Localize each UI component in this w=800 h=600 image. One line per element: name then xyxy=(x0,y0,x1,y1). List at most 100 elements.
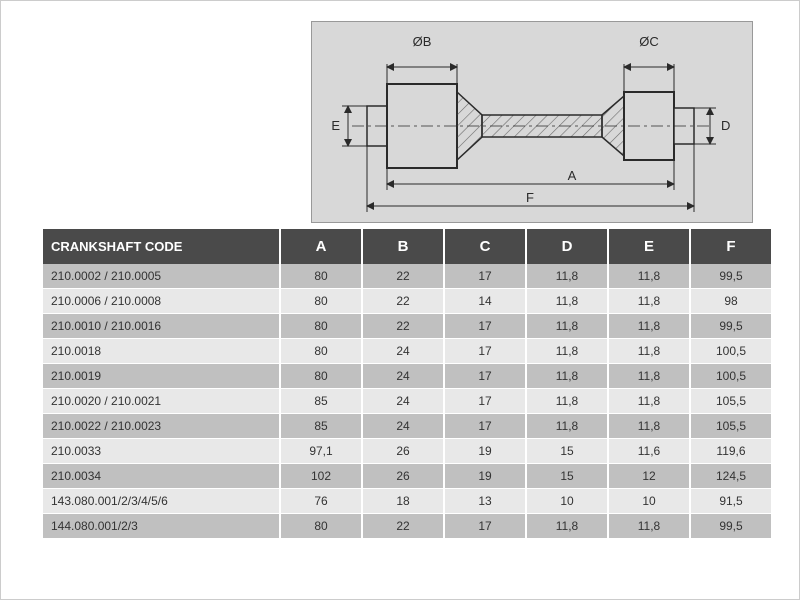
cell-A: 76 xyxy=(280,489,362,514)
header-F: F xyxy=(690,229,771,264)
cell-B: 24 xyxy=(362,389,444,414)
dimensions-table: CRANKSHAFT CODE A B C D E F 210.0002 / 2… xyxy=(43,229,771,538)
cell-B: 24 xyxy=(362,339,444,364)
cell-D: 15 xyxy=(526,439,608,464)
header-B: B xyxy=(362,229,444,264)
cell-A: 80 xyxy=(280,314,362,339)
cell-code: 210.0034 xyxy=(43,464,280,489)
table-row: 210.0022 / 210.002385241711,811,8105,5 xyxy=(43,414,771,439)
cell-C: 14 xyxy=(444,289,526,314)
cell-C: 19 xyxy=(444,439,526,464)
cell-A: 80 xyxy=(280,364,362,389)
cell-C: 17 xyxy=(444,364,526,389)
cell-A: 80 xyxy=(280,289,362,314)
cell-F: 91,5 xyxy=(690,489,771,514)
dim-label-E: E xyxy=(331,118,340,133)
cell-D: 11,8 xyxy=(526,514,608,539)
table-row: 210.0010 / 210.001680221711,811,899,5 xyxy=(43,314,771,339)
cell-F: 105,5 xyxy=(690,414,771,439)
cell-D: 11,8 xyxy=(526,414,608,439)
cell-F: 105,5 xyxy=(690,389,771,414)
cell-A: 80 xyxy=(280,264,362,289)
cell-B: 22 xyxy=(362,314,444,339)
table-row: 210.0006 / 210.000880221411,811,898 xyxy=(43,289,771,314)
cell-D: 11,8 xyxy=(526,339,608,364)
cell-B: 22 xyxy=(362,264,444,289)
cell-F: 99,5 xyxy=(690,514,771,539)
cell-B: 24 xyxy=(362,364,444,389)
cell-code: 210.0020 / 210.0021 xyxy=(43,389,280,414)
cell-code: 144.080.001/2/3 xyxy=(43,514,280,539)
table-row: 210.003397,126191511,6119,6 xyxy=(43,439,771,464)
diagram-svg: ØB ØC E D A F xyxy=(312,22,752,222)
table-header-row: CRANKSHAFT CODE A B C D E F xyxy=(43,229,771,264)
cell-F: 124,5 xyxy=(690,464,771,489)
cell-E: 11,8 xyxy=(608,414,690,439)
cell-E: 10 xyxy=(608,489,690,514)
cell-B: 24 xyxy=(362,414,444,439)
cell-E: 11,8 xyxy=(608,314,690,339)
cell-A: 102 xyxy=(280,464,362,489)
cell-E: 11,6 xyxy=(608,439,690,464)
cell-F: 98 xyxy=(690,289,771,314)
cell-F: 99,5 xyxy=(690,314,771,339)
cell-D: 11,8 xyxy=(526,314,608,339)
cell-A: 80 xyxy=(280,514,362,539)
cell-E: 11,8 xyxy=(608,264,690,289)
cell-code: 210.0018 xyxy=(43,339,280,364)
cell-D: 10 xyxy=(526,489,608,514)
cell-D: 15 xyxy=(526,464,608,489)
cell-F: 119,6 xyxy=(690,439,771,464)
cell-A: 97,1 xyxy=(280,439,362,464)
header-code: CRANKSHAFT CODE xyxy=(43,229,280,264)
cell-code: 210.0033 xyxy=(43,439,280,464)
header-E: E xyxy=(608,229,690,264)
cell-C: 19 xyxy=(444,464,526,489)
cell-E: 11,8 xyxy=(608,389,690,414)
table-row: 143.080.001/2/3/4/5/6761813101091,5 xyxy=(43,489,771,514)
cell-C: 17 xyxy=(444,314,526,339)
table-row: 144.080.001/2/380221711,811,899,5 xyxy=(43,514,771,539)
cell-C: 17 xyxy=(444,339,526,364)
cell-B: 18 xyxy=(362,489,444,514)
cell-code: 210.0006 / 210.0008 xyxy=(43,289,280,314)
cell-D: 11,8 xyxy=(526,389,608,414)
cell-F: 99,5 xyxy=(690,264,771,289)
cell-code: 210.0010 / 210.0016 xyxy=(43,314,280,339)
cell-C: 17 xyxy=(444,514,526,539)
cell-F: 100,5 xyxy=(690,364,771,389)
page-container: ØB ØC E D A F xyxy=(0,0,800,600)
table-row: 210.0002 / 210.000580221711,811,899,5 xyxy=(43,264,771,289)
cell-E: 12 xyxy=(608,464,690,489)
table-row: 210.001880241711,811,8100,5 xyxy=(43,339,771,364)
cell-B: 22 xyxy=(362,514,444,539)
cell-A: 80 xyxy=(280,339,362,364)
table-row: 210.0020 / 210.002185241711,811,8105,5 xyxy=(43,389,771,414)
cell-E: 11,8 xyxy=(608,514,690,539)
dim-label-A: A xyxy=(568,168,577,183)
cell-code: 210.0022 / 210.0023 xyxy=(43,414,280,439)
cell-C: 17 xyxy=(444,389,526,414)
cell-A: 85 xyxy=(280,389,362,414)
cell-E: 11,8 xyxy=(608,339,690,364)
cell-D: 11,8 xyxy=(526,289,608,314)
dim-label-D: D xyxy=(721,118,730,133)
cell-B: 26 xyxy=(362,439,444,464)
cell-D: 11,8 xyxy=(526,264,608,289)
crankshaft-table: CRANKSHAFT CODE A B C D E F 210.0002 / 2… xyxy=(43,229,753,538)
cell-F: 100,5 xyxy=(690,339,771,364)
cell-E: 11,8 xyxy=(608,289,690,314)
cell-code: 210.0019 xyxy=(43,364,280,389)
dim-label-F: F xyxy=(526,190,534,205)
cell-B: 22 xyxy=(362,289,444,314)
header-A: A xyxy=(280,229,362,264)
cell-C: 17 xyxy=(444,264,526,289)
cell-B: 26 xyxy=(362,464,444,489)
table-row: 210.003410226191512124,5 xyxy=(43,464,771,489)
cell-C: 13 xyxy=(444,489,526,514)
cell-C: 17 xyxy=(444,414,526,439)
cell-code: 143.080.001/2/3/4/5/6 xyxy=(43,489,280,514)
dim-label-C: ØC xyxy=(639,34,659,49)
table-row: 210.001980241711,811,8100,5 xyxy=(43,364,771,389)
header-C: C xyxy=(444,229,526,264)
